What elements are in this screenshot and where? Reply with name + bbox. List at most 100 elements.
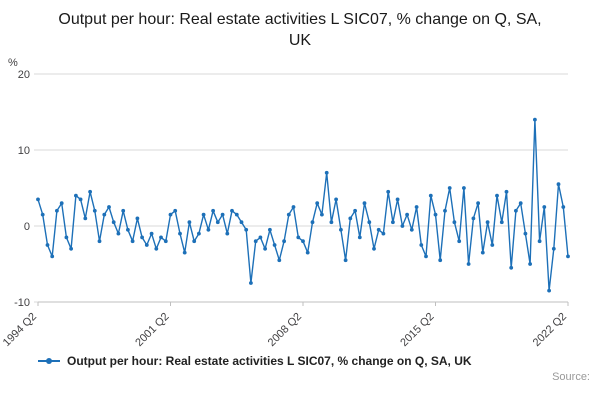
data-point xyxy=(64,235,69,239)
data-point xyxy=(414,204,419,209)
data-point xyxy=(244,227,249,232)
data-point xyxy=(88,189,92,194)
data-point xyxy=(362,200,367,205)
legend-line-marker-icon xyxy=(38,357,60,364)
data-point xyxy=(381,231,386,236)
data-point xyxy=(466,261,471,266)
data-point xyxy=(296,235,301,239)
data-point xyxy=(433,212,438,217)
data-point xyxy=(206,227,211,232)
y-tick-label: 10 xyxy=(18,145,30,157)
data-point xyxy=(140,235,145,239)
y-tick-label: 20 xyxy=(18,69,30,81)
x-tick-label: 2022 Q2 xyxy=(531,310,569,348)
data-point xyxy=(537,238,542,243)
data-point xyxy=(315,200,320,205)
data-point xyxy=(291,204,296,209)
data-point xyxy=(509,265,514,270)
data-point xyxy=(518,200,523,205)
y-tick-label: -10 xyxy=(14,297,30,309)
data-point xyxy=(111,219,116,224)
data-point xyxy=(55,208,59,213)
data-point xyxy=(211,208,216,213)
data-point xyxy=(220,212,225,217)
data-point xyxy=(159,235,163,239)
data-point xyxy=(40,212,45,217)
data-point xyxy=(215,219,220,224)
data-point xyxy=(69,246,73,251)
data-point xyxy=(187,219,192,224)
data-point xyxy=(334,197,338,201)
data-point xyxy=(405,212,409,217)
data-point xyxy=(92,208,97,213)
data-point xyxy=(353,208,357,213)
data-point xyxy=(528,261,532,266)
data-point xyxy=(74,193,78,198)
data-point xyxy=(485,219,490,224)
data-point xyxy=(566,254,570,258)
data-point xyxy=(135,216,140,220)
data-point xyxy=(144,242,149,247)
data-point xyxy=(457,238,462,243)
data-point xyxy=(514,208,518,213)
data-point xyxy=(310,219,315,224)
data-point xyxy=(78,197,83,201)
data-point xyxy=(443,208,447,213)
data-point xyxy=(234,212,239,217)
data-point xyxy=(551,246,556,251)
data-point xyxy=(168,212,173,217)
y-tick-label: 0 xyxy=(24,221,30,233)
data-point xyxy=(258,235,263,239)
data-point xyxy=(305,250,310,255)
data-line xyxy=(37,118,569,291)
data-point xyxy=(286,212,291,217)
data-point xyxy=(197,231,201,236)
data-point xyxy=(561,204,566,209)
legend-label: Output per hour: Real estate activities … xyxy=(67,353,472,368)
data-point xyxy=(126,227,130,232)
data-point xyxy=(149,231,154,236)
data-point xyxy=(504,189,509,194)
data-point xyxy=(348,216,353,220)
data-point xyxy=(367,219,372,224)
data-point xyxy=(462,185,466,190)
data-point xyxy=(400,223,405,228)
data-point xyxy=(268,227,272,232)
legend: Output per hour: Real estate activities … xyxy=(38,354,600,368)
data-point xyxy=(154,246,159,251)
data-point xyxy=(225,231,230,236)
data-point xyxy=(409,227,414,232)
data-point xyxy=(59,200,64,205)
x-tick-label: 2008 Q2 xyxy=(266,310,304,348)
data-point xyxy=(424,254,428,258)
data-point xyxy=(471,216,476,220)
data-point xyxy=(391,219,395,224)
data-point xyxy=(277,257,282,262)
data-point xyxy=(192,238,197,243)
data-point xyxy=(107,204,111,209)
data-point xyxy=(490,242,495,247)
x-tick-label: 2015 Q2 xyxy=(398,310,436,348)
data-point xyxy=(386,189,391,194)
data-point xyxy=(339,227,343,232)
data-point xyxy=(102,212,107,217)
data-point xyxy=(253,238,258,243)
data-point xyxy=(121,208,126,213)
data-point xyxy=(547,288,551,293)
data-point xyxy=(357,235,362,239)
data-point xyxy=(182,250,187,255)
data-point xyxy=(130,238,135,243)
data-point xyxy=(419,242,424,247)
data-point xyxy=(447,185,452,190)
y-axis-unit-label: % xyxy=(8,57,18,69)
data-point xyxy=(45,242,50,247)
data-point xyxy=(320,212,324,217)
data-point xyxy=(178,231,182,236)
data-point xyxy=(116,231,121,236)
data-point xyxy=(523,231,528,236)
data-point xyxy=(495,193,499,198)
data-point xyxy=(395,197,400,201)
source-label: Source: xyxy=(552,370,590,383)
data-point xyxy=(50,254,55,258)
data-point xyxy=(301,238,305,243)
